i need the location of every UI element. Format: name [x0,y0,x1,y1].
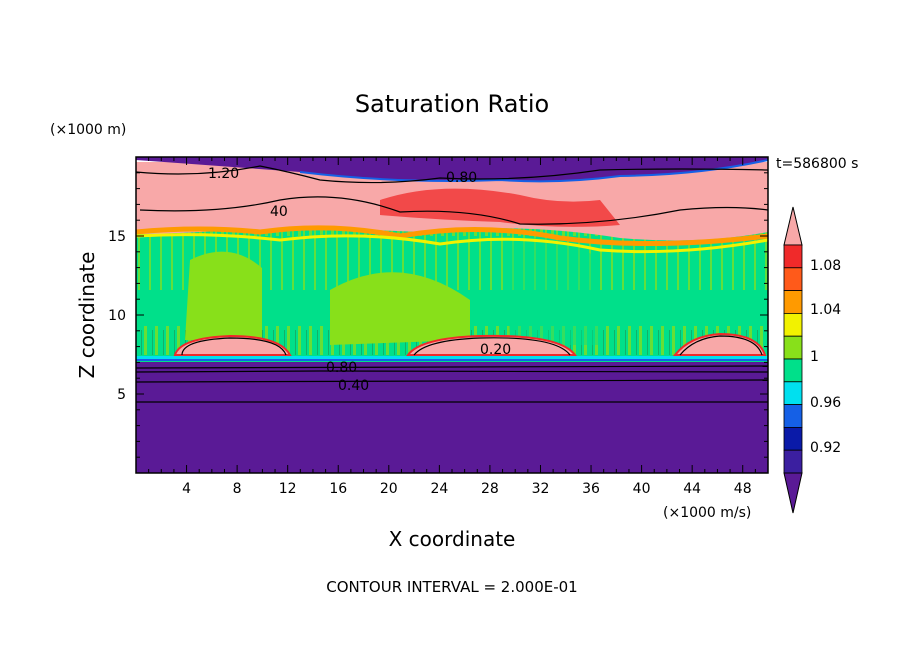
x-tick-label: 36 [582,481,600,497]
contour-label: 40 [270,204,288,220]
lower-dry-layer [136,360,768,473]
red-patch [380,188,620,227]
contour-label: 0.40 [338,378,369,394]
x-axis-label: X coordinate [389,527,516,551]
contour-label: 0.20 [480,342,511,358]
colorbar-segment [783,244,803,269]
colorbar-segment [783,290,803,314]
edge-yellow [136,233,768,254]
colorbar-label: 1.08 [810,258,841,274]
x-tick-label: 28 [481,481,499,497]
chart-title: Saturation Ratio [355,90,549,118]
y-tick-label: 5 [117,387,126,403]
colorbar: 1.08 1.04 1 0.96 0.92 [783,206,841,514]
y-tick-label: 10 [108,308,126,324]
colorbar-label: 1 [810,349,819,365]
x-tick-label: 40 [633,481,651,497]
boundary-cyan [136,356,768,359]
time-label: t=586800 s [776,156,858,172]
patch-mid [330,272,470,345]
colorbar-label: 0.96 [810,395,841,411]
colorbar-segment [783,381,803,405]
contour-label: 1.20 [208,166,239,182]
y-unit-label: (×1000 m) [50,122,126,138]
x-tick-label: 48 [734,481,752,497]
x-tick-label: 8 [233,481,242,497]
patch-left [185,251,262,340]
contour-label: 0.80 [326,360,357,376]
cap-boundary [299,159,768,183]
colorbar-segment [783,312,803,337]
colorbar-label: 0.92 [810,440,841,456]
x-tick-label: 12 [279,481,297,497]
upper-dry-layer [136,157,768,182]
colorbar-label: 1.04 [810,302,841,318]
colorbar-segment [783,426,803,451]
contour-lines [136,165,768,403]
colorbar-min-triangle [783,472,803,514]
x-tick-label: 44 [683,481,701,497]
x-tick-label: 24 [430,481,448,497]
y-axis-label: Z coordinate [75,252,99,379]
y-tick-label: 15 [108,229,126,245]
plot-area: 1.20 0.80 40 0.20 0.80 0.40 [136,157,768,473]
colorbar-segment [783,449,803,474]
colorbar-segment [783,404,803,428]
x-tick-label: 4 [182,481,191,497]
lens-3 [672,332,767,356]
boundary-blue [136,359,768,361]
x-tick-label: 20 [380,481,398,497]
x-unit-label: (×1000 m/s) [663,505,751,521]
colorbar-segment [783,358,803,383]
x-tick-label: 16 [329,481,347,497]
x-tick-label: 32 [532,481,550,497]
colorbar-max-triangle [783,206,803,246]
colorbar-segment [783,335,803,360]
contour-interval-note: CONTOUR INTERVAL = 2.000E-01 [326,578,577,596]
edge-orange [136,225,768,247]
contour-label: 0.80 [446,170,477,186]
colorbar-segment [783,267,803,291]
patch-right [505,237,600,345]
